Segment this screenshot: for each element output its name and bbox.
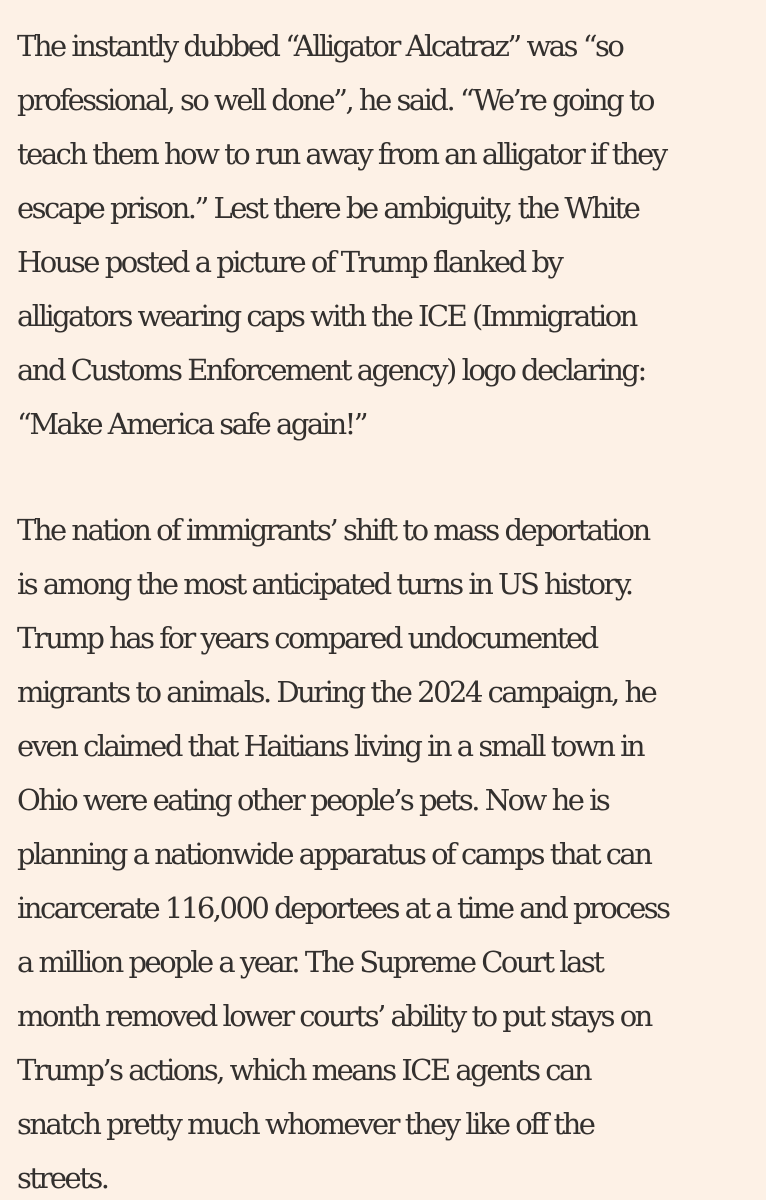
text-line: migrants to animals. During the 2024 cam… [17,675,658,709]
text-line: a million people a year. The Supreme Cou… [17,945,605,979]
text-line: professional, so well done”, he said. “W… [17,83,655,117]
text-line: “Make America safe again!” [17,407,369,441]
text-line: and Customs Enforcement agency) logo dec… [17,353,647,387]
paragraph-1: The instantly dubbed “Alligator Alcatraz… [17,19,766,451]
text-line: House posted a picture of Trump flanked … [17,245,564,279]
text-line: month removed lower courts’ ability to p… [17,999,653,1033]
text-line: Ohio were eating other people’s pets. No… [17,783,611,817]
text-line: escape prison.” Lest there be ambiguity,… [17,191,641,225]
text-line: even claimed that Haitians living in a s… [17,729,646,763]
text-line: The instantly dubbed “Alligator Alcatraz… [17,29,625,63]
text-line: snatch pretty much whomever they like of… [17,1107,596,1141]
text-line: is among the most anticipated turns in U… [17,567,634,601]
text-line: The nation of immigrants’ shift to mass … [17,513,651,547]
text-line: alligators wearing caps with the ICE (Im… [17,299,638,333]
text-line: planning a nationwide apparatus of camps… [17,837,653,871]
paragraph-spacer [17,451,766,503]
text-line: Trump’s actions, which means ICE agents … [17,1053,593,1087]
paragraph-2: The nation of immigrants’ shift to mass … [17,503,766,1200]
text-line: Trump has for years compared undocumente… [17,621,599,655]
text-line: teach them how to run away from an allig… [17,137,668,171]
text-line: incarcerate 116,000 deportees at a time … [17,891,671,925]
text-line: streets. [17,1161,110,1195]
